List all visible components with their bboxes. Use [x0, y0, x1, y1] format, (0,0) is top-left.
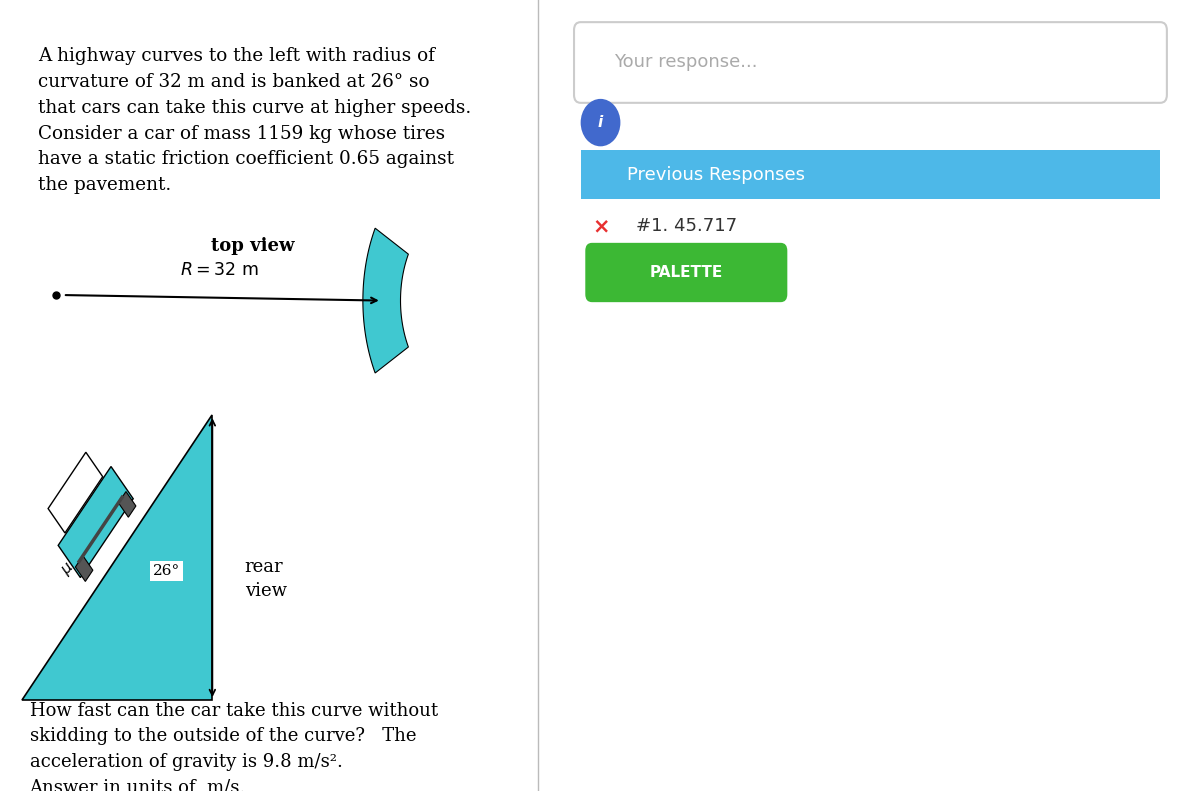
- FancyBboxPatch shape: [581, 150, 1160, 199]
- Polygon shape: [76, 556, 92, 581]
- Text: How fast can the car take this curve without
skidding to the outside of the curv: How fast can the car take this curve wit…: [30, 702, 438, 791]
- Text: #1. 45.717: #1. 45.717: [636, 218, 737, 235]
- Text: rear
view: rear view: [245, 558, 287, 600]
- Text: ×: ×: [592, 216, 610, 237]
- Polygon shape: [119, 491, 136, 517]
- Text: 26°: 26°: [154, 564, 180, 578]
- Circle shape: [581, 99, 620, 146]
- FancyBboxPatch shape: [574, 22, 1166, 103]
- Text: Your response...: Your response...: [613, 54, 757, 71]
- Polygon shape: [48, 452, 103, 533]
- Text: top view: top view: [211, 237, 294, 255]
- Polygon shape: [58, 467, 133, 577]
- FancyBboxPatch shape: [586, 243, 787, 302]
- Text: PALETTE: PALETTE: [649, 266, 722, 280]
- Text: A highway curves to the left with radius of
curvature of 32 m and is banked at 2: A highway curves to the left with radius…: [37, 47, 470, 194]
- Polygon shape: [22, 415, 212, 700]
- Text: i: i: [598, 115, 604, 130]
- Text: $R = 32\ \mathrm{m}$: $R = 32\ \mathrm{m}$: [180, 263, 258, 279]
- Text: $\mu = 0.65$: $\mu = 0.65$: [56, 520, 114, 579]
- Text: Previous Responses: Previous Responses: [628, 166, 805, 184]
- Polygon shape: [362, 228, 408, 373]
